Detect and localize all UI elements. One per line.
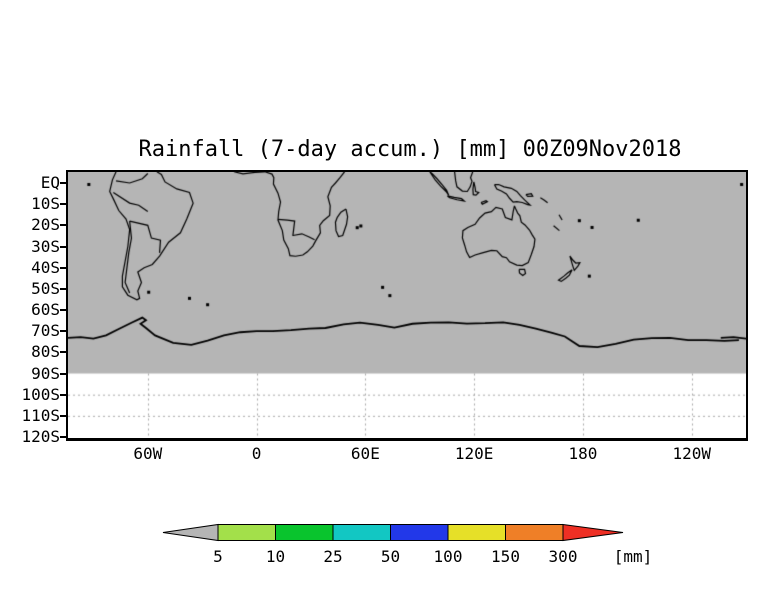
colorbar-bin-150-300 <box>505 524 564 541</box>
y-axis-tick <box>60 287 67 290</box>
y-axis-tick <box>60 182 67 184</box>
colorbar-bin-10-25 <box>275 524 334 541</box>
colorbar-bin-25-50 <box>332 524 391 541</box>
x-axis-label-60e: 60E <box>350 444 380 463</box>
colorbar-underflow-arrow <box>162 523 219 542</box>
y-axis-label-40s: 40S <box>31 257 60 277</box>
colorbar-tick-label-5: 5 <box>213 547 223 566</box>
y-axis-tick <box>60 393 67 396</box>
y-axis-label-60s: 60S <box>31 300 60 319</box>
y-axis-tick <box>60 224 67 227</box>
y-axis-tick <box>60 266 67 269</box>
y-axis-tick <box>60 351 67 354</box>
y-axis-tick <box>60 309 67 311</box>
y-axis-label-10s: 10S <box>31 194 60 214</box>
y-axis-label-50s: 50S <box>31 278 60 298</box>
y-axis-tick <box>60 436 67 438</box>
x-axis-label-120w: 120W <box>672 444 712 463</box>
colorbar-tick-label-10: 10 <box>266 547 285 566</box>
colorbar-bin-5-10 <box>217 524 276 541</box>
colorbar-overflow-arrow <box>562 523 624 542</box>
colorbar-tick-label-50: 50 <box>381 547 400 566</box>
y-axis-tick <box>60 330 67 333</box>
plot-frame <box>66 170 748 441</box>
x-axis-label-180: 180 <box>568 444 598 463</box>
colorbar-bin-50-100 <box>390 524 449 541</box>
y-axis-tick <box>60 414 67 417</box>
y-axis-label-eq: EQ <box>40 173 60 192</box>
x-axis-label-0: 0 <box>251 444 262 463</box>
y-axis-tick <box>60 203 67 206</box>
y-axis-label-100s: 100S <box>21 384 60 404</box>
colorbar-bin-100-150 <box>447 524 506 541</box>
colorbar-tick-label-100: 100 <box>434 547 463 566</box>
y-axis-label-80s: 80S <box>31 342 60 362</box>
colorbar: 5 10 25 50 100 150 300 [mm] <box>162 523 653 566</box>
y-axis-label-90s: 90S <box>31 363 60 383</box>
y-axis-tick <box>60 372 67 375</box>
y-axis-tick <box>60 245 67 248</box>
rainfall-map-canvas <box>68 172 746 438</box>
x-axis-label-60w: 60W <box>133 444 163 463</box>
y-axis-label-110s: 110S <box>21 405 60 425</box>
y-axis-label-70s: 70S <box>31 321 60 341</box>
colorbar-tick-label-300: 300 <box>549 547 578 566</box>
colorbar-tick-label-150: 150 <box>491 547 520 566</box>
chart-title: Rainfall (7-day accum.) [mm] 00Z09Nov201… <box>138 137 682 162</box>
y-axis-label-120s: 120S <box>21 427 60 446</box>
y-axis-label-20s: 20S <box>31 215 60 235</box>
colorbar-tick-label-25: 25 <box>323 547 342 566</box>
colorbar-units-label: [mm] <box>614 547 653 566</box>
x-axis-label-120e: 120E <box>454 444 494 463</box>
y-axis-label-30s: 30S <box>31 236 60 256</box>
